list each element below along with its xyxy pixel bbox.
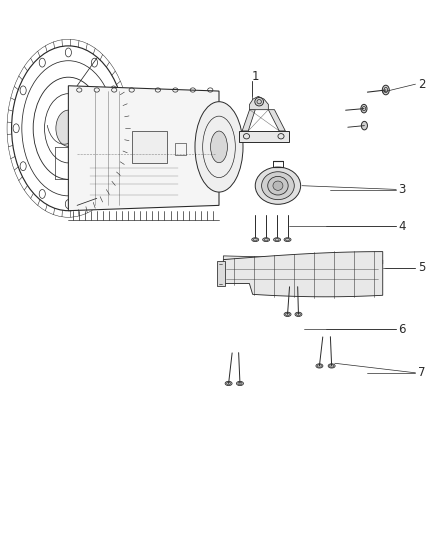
Ellipse shape [255,167,300,204]
Text: 2: 2 [418,78,425,91]
FancyBboxPatch shape [132,131,166,163]
Text: 3: 3 [398,183,406,196]
Polygon shape [242,110,255,131]
Ellipse shape [328,364,335,368]
Ellipse shape [361,104,367,113]
Polygon shape [250,96,268,110]
Ellipse shape [316,364,323,368]
Ellipse shape [56,110,81,147]
Polygon shape [223,256,383,264]
Ellipse shape [295,312,302,317]
Ellipse shape [284,238,291,241]
Ellipse shape [195,102,243,192]
Ellipse shape [382,85,389,95]
Text: 5: 5 [418,261,425,274]
Ellipse shape [211,131,227,163]
Polygon shape [217,261,225,286]
Ellipse shape [255,98,264,106]
Polygon shape [223,252,383,297]
Polygon shape [68,86,219,211]
Text: 7: 7 [418,366,425,379]
Polygon shape [268,110,286,131]
Text: 1: 1 [252,70,259,83]
Ellipse shape [261,172,294,200]
Ellipse shape [268,176,288,195]
Ellipse shape [252,238,259,241]
Text: 6: 6 [398,322,406,336]
Polygon shape [239,131,289,142]
Ellipse shape [361,122,367,130]
Text: 4: 4 [398,220,406,232]
Ellipse shape [274,238,281,241]
Ellipse shape [273,181,283,190]
Ellipse shape [225,381,232,385]
Ellipse shape [263,238,270,241]
Ellipse shape [284,312,291,317]
Ellipse shape [237,381,244,385]
